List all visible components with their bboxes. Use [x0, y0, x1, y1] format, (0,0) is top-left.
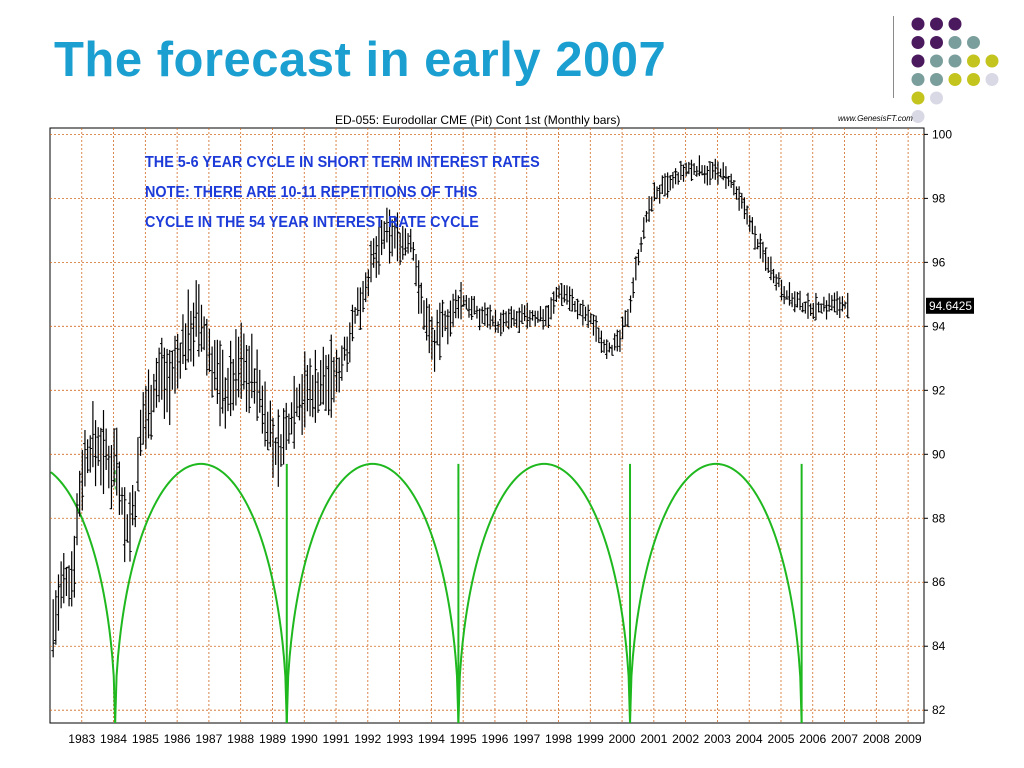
chart-annotation: THE 5-6 YEAR CYCLE IN SHORT TERM INTERES…	[145, 148, 540, 238]
y-tick-label: 84	[932, 639, 946, 653]
x-tick-label: 2004	[736, 732, 763, 746]
x-tick-label: 1999	[577, 732, 604, 746]
title-divider	[893, 16, 894, 98]
x-tick-label: 1988	[227, 732, 254, 746]
cycle-arc	[114, 462, 288, 724]
x-tick-label: 1995	[450, 732, 477, 746]
cycle-arc	[629, 462, 803, 724]
x-tick-label: 1997	[513, 732, 540, 746]
x-tick-label: 1989	[259, 732, 286, 746]
x-tick-label: 2003	[704, 732, 731, 746]
annotation-line-1: THE 5-6 YEAR CYCLE IN SHORT TERM INTERES…	[145, 154, 540, 171]
x-tick-label: 1996	[481, 732, 508, 746]
x-tick-label: 1993	[386, 732, 413, 746]
x-tick-label: 1994	[418, 732, 445, 746]
annotation-line-3: CYCLE IN THE 54 YEAR INTEREST RATE CYCLE	[145, 214, 479, 231]
x-tick-label: 1987	[195, 732, 222, 746]
y-tick-label: 96	[932, 255, 946, 269]
x-tick-label: 1985	[132, 732, 159, 746]
x-tick-label: 2009	[895, 732, 922, 746]
y-tick-label: 86	[932, 575, 946, 589]
x-tick-label: 2001	[640, 732, 667, 746]
cycle-arcs	[50, 462, 803, 724]
x-tick-label: 1991	[323, 732, 350, 746]
cycle-arc	[285, 462, 460, 724]
chart-watermark: www.GenesisFT.com	[838, 114, 913, 123]
x-tick-label: 1998	[545, 732, 572, 746]
x-tick-label: 2006	[799, 732, 826, 746]
y-tick-label: 92	[932, 383, 946, 397]
x-tick-label: 2007	[831, 732, 858, 746]
cycle-arc	[50, 471, 117, 724]
x-tick-label: 1983	[68, 732, 95, 746]
chart-header: ED-055: Eurodollar CME (Pit) Cont 1st (M…	[335, 113, 621, 127]
slide-title: The forecast in early 2007	[54, 33, 667, 87]
plot-frame	[49, 127, 925, 724]
y-tick-label: 82	[932, 703, 946, 717]
price-bars	[51, 155, 850, 658]
x-tick-label: 2005	[767, 732, 794, 746]
y-tick-label: 100	[932, 127, 952, 141]
cycle-arc	[457, 462, 632, 724]
x-tick-label: 1986	[164, 732, 191, 746]
last-price-badge	[926, 297, 974, 314]
x-tick-label: 1984	[100, 732, 127, 746]
y-tick-label: 90	[932, 447, 946, 461]
last-price-label: 94.6425	[929, 299, 972, 313]
x-tick-label: 2002	[672, 732, 699, 746]
x-tick-label: 2000	[609, 732, 636, 746]
y-tick-label: 88	[932, 511, 946, 525]
x-tick-label: 2008	[863, 732, 890, 746]
y-tick-label: 98	[932, 191, 946, 205]
y-tick-label: 94	[932, 319, 946, 333]
x-tick-label: 1992	[354, 732, 381, 746]
annotation-line-2: NOTE: THERE ARE 10-11 REPETITIONS OF THI…	[145, 184, 478, 201]
x-tick-label: 1990	[291, 732, 318, 746]
